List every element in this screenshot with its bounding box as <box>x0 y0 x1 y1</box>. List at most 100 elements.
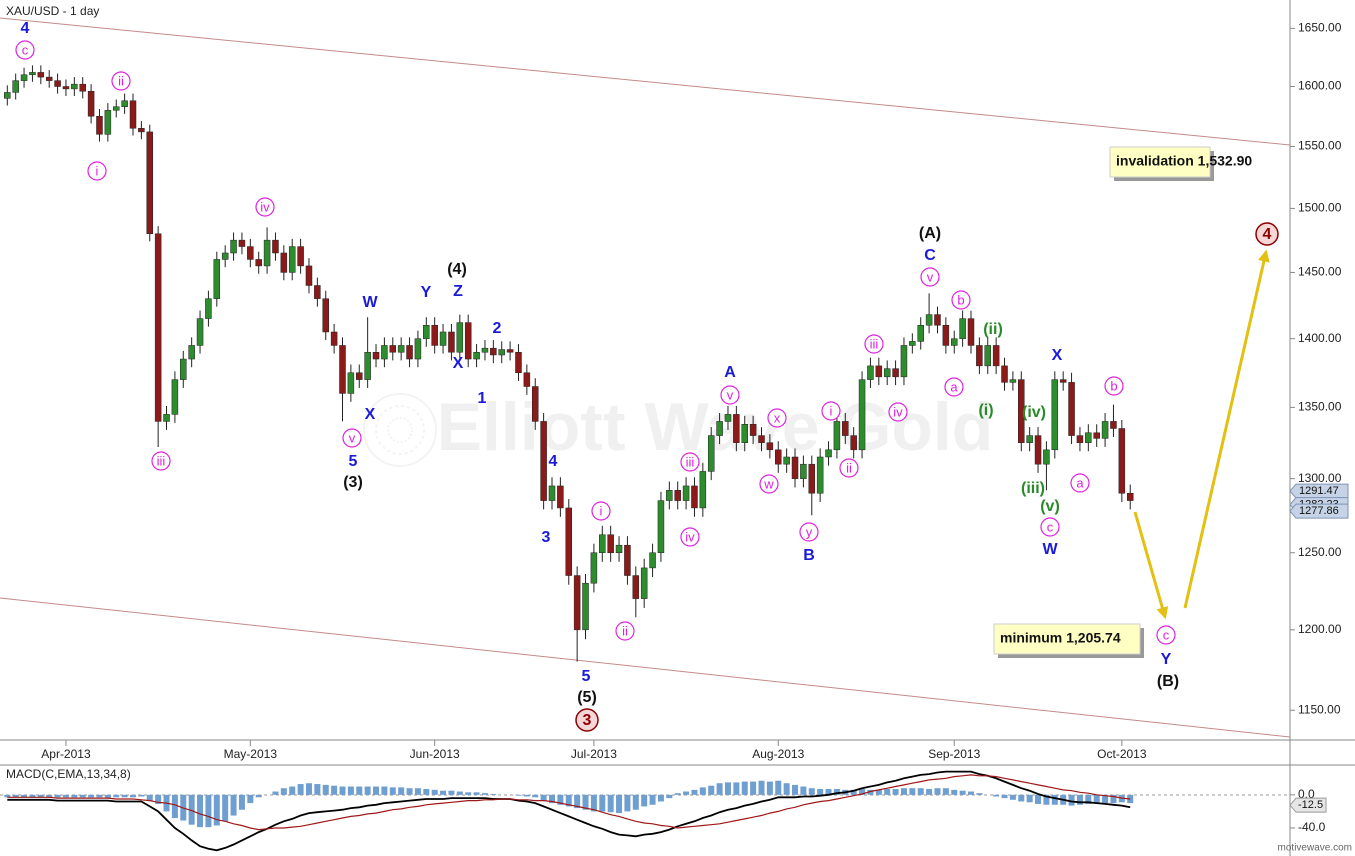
candle <box>297 238 304 274</box>
candle-body <box>942 325 950 346</box>
wave-label: a <box>950 379 958 394</box>
candle-body <box>573 575 581 631</box>
histogram-bar <box>859 789 866 795</box>
candle-body <box>171 379 179 415</box>
y-tick-label: 1500.00 <box>1298 201 1342 215</box>
candle <box>54 73 61 94</box>
histogram-bar <box>46 794 53 798</box>
histogram-bar <box>130 794 136 798</box>
wave-label: v <box>349 430 356 445</box>
histogram-bar <box>942 788 949 795</box>
candle-body <box>188 345 195 360</box>
candle <box>506 341 514 361</box>
histogram-bar <box>708 785 715 795</box>
candle-body <box>565 507 573 576</box>
candle-body <box>4 92 11 99</box>
candle-body <box>423 325 430 339</box>
wave-label: i <box>830 403 833 418</box>
candle-body <box>640 567 648 599</box>
macd-line <box>7 774 1131 831</box>
candle-body <box>180 358 187 380</box>
candle <box>1085 424 1092 452</box>
candle <box>1001 357 1008 391</box>
candle-body <box>247 246 254 260</box>
candle-body <box>716 421 723 436</box>
candle-body <box>305 265 313 286</box>
histogram-bar <box>29 794 36 798</box>
y-tick-label: 1550.00 <box>1298 139 1342 153</box>
candle <box>892 360 899 386</box>
candle <box>950 330 958 354</box>
histogram-bar <box>373 786 380 795</box>
candle-body <box>1026 435 1033 443</box>
wave-circle <box>864 334 884 354</box>
candle-body <box>883 368 891 378</box>
x-tick-label: Oct-2013 <box>1097 747 1147 761</box>
candle-body <box>875 365 883 378</box>
histogram-bar <box>800 786 807 795</box>
candle-body <box>892 368 899 378</box>
histogram-bar <box>1026 794 1033 803</box>
candle-body <box>967 318 975 346</box>
y-tick-label: 1250.00 <box>1298 545 1342 559</box>
candle-body <box>766 442 774 451</box>
candle-body <box>456 322 464 353</box>
candle-body <box>758 435 765 443</box>
histogram-bar <box>683 791 690 795</box>
histogram-bar <box>431 789 438 795</box>
histogram-bar <box>238 794 245 810</box>
candle <box>758 427 765 452</box>
candle-body <box>741 423 748 443</box>
histogram-bar <box>1127 794 1134 804</box>
wave-label: i <box>96 163 99 178</box>
candle <box>154 226 162 447</box>
wave-circle <box>944 377 964 397</box>
candle <box>423 317 430 347</box>
candle <box>112 99 120 118</box>
histogram-bar <box>113 794 120 798</box>
candle <box>364 317 371 388</box>
y-tick-label: 0.0 <box>1298 787 1315 801</box>
x-tick-label: Jun-2013 <box>410 747 460 761</box>
candle-body <box>615 544 623 553</box>
candle-body <box>909 341 916 346</box>
candle-body <box>112 106 120 111</box>
value-tag-label: -12.5 <box>1298 799 1323 811</box>
candle <box>339 337 346 422</box>
candle-body <box>288 246 296 273</box>
candle <box>515 344 522 381</box>
y-tick-label: 1600.00 <box>1298 79 1342 93</box>
callout-box <box>993 623 1141 655</box>
price-tag <box>1289 503 1349 519</box>
candle-body <box>674 490 681 501</box>
candle-body <box>506 349 514 353</box>
histogram-bar <box>875 789 882 795</box>
wave-circle <box>615 621 635 641</box>
candle-body <box>498 349 505 356</box>
histogram-bar <box>892 789 899 795</box>
histogram-bar <box>900 788 907 795</box>
candle-body <box>154 233 162 422</box>
candle-body <box>858 379 866 451</box>
candle <box>280 245 288 281</box>
histogram-bar <box>850 789 857 795</box>
candle <box>1093 424 1100 447</box>
histogram-bar <box>222 794 229 822</box>
candle-body <box>45 76 53 81</box>
histogram-bar <box>666 794 673 799</box>
histogram-bar <box>758 780 765 795</box>
candle <box>775 441 782 473</box>
wave-label: iv <box>685 529 695 544</box>
x-tick-label: Sep-2013 <box>928 747 980 761</box>
candle <box>498 341 505 364</box>
candle <box>45 70 53 88</box>
candle-body <box>54 80 61 87</box>
candle <box>548 477 556 510</box>
overlays: invalidation 1,532.90 minimum 1,205.74 4… <box>15 20 1279 732</box>
histogram-bar <box>121 794 128 798</box>
candle-body <box>414 338 422 360</box>
histogram-bar <box>96 794 103 798</box>
wave-label: (4) <box>447 261 467 278</box>
wave-circle <box>1156 625 1176 645</box>
callout: invalidation 1,532.90 <box>1116 153 1252 169</box>
